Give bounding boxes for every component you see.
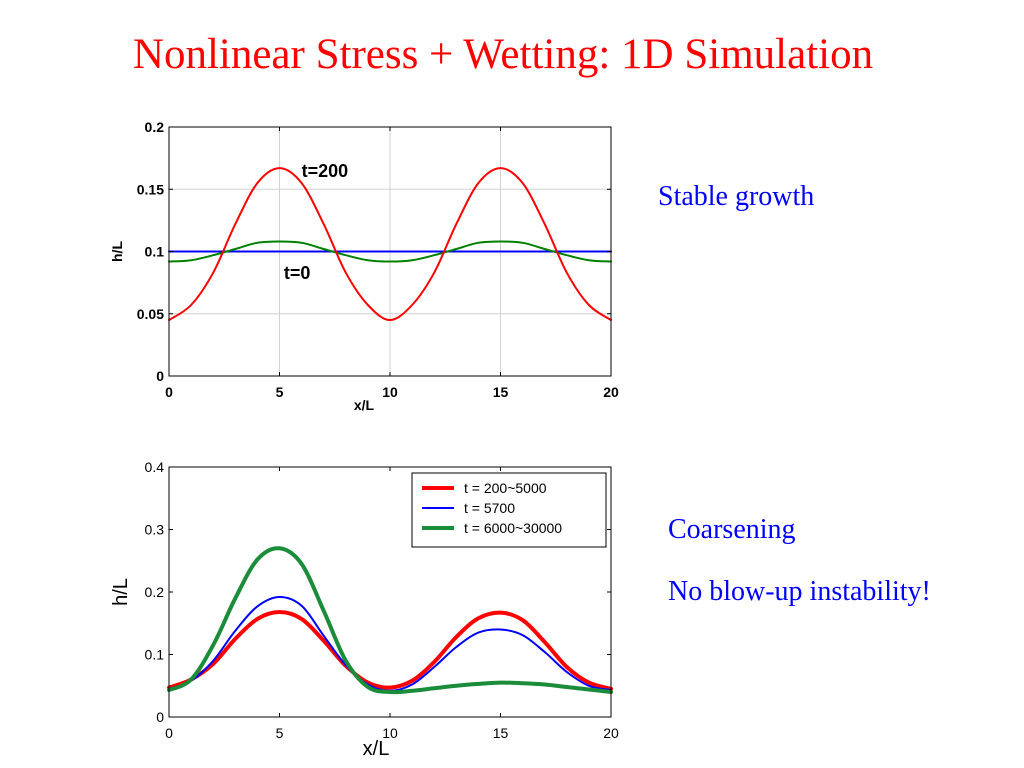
legend-label-3: t = 6000~30000 — [464, 520, 562, 536]
y-axis-label: h/L — [110, 578, 132, 606]
x-tick-label: 15 — [493, 725, 509, 741]
y-axis-label: h/L — [109, 241, 125, 262]
annotation-label: t=0 — [284, 263, 311, 283]
x-tick-label: 20 — [603, 725, 619, 741]
annotation-label: t=200 — [302, 161, 349, 181]
y-tick-label: 0.2 — [145, 119, 165, 135]
note-no-blowup: No blow-up instability! — [668, 576, 931, 607]
x-tick-label: 5 — [276, 384, 284, 400]
y-tick-label: 0.15 — [137, 181, 164, 197]
y-tick-label: 0.1 — [145, 244, 165, 260]
note-coarsening: Coarsening — [668, 514, 796, 545]
x-axis-label: x/L — [354, 397, 375, 413]
x-tick-label: 0 — [165, 725, 173, 741]
x-tick-label: 10 — [382, 384, 398, 400]
series-line-3 — [168, 167, 612, 321]
x-tick-label: 10 — [382, 725, 398, 741]
x-axis-label: x/L — [363, 738, 390, 760]
x-tick-label: 20 — [603, 384, 619, 400]
series-line-3 — [167, 546, 613, 695]
series-line-2 — [168, 240, 612, 263]
legend-label-2: t = 5700 — [464, 500, 515, 516]
x-tick-label: 15 — [493, 384, 509, 400]
y-tick-label: 0.05 — [137, 306, 164, 322]
y-tick-label: 0 — [156, 368, 164, 384]
y-tick-label: 0.4 — [145, 459, 165, 475]
note-stable-growth: Stable growth — [658, 181, 815, 212]
y-tick-label: 0 — [156, 709, 164, 725]
slide-title: Nonlinear Stress + Wetting: 1D Simulatio… — [132, 31, 874, 78]
legend-label-1: t = 200~5000 — [464, 480, 547, 496]
y-tick-label: 0.2 — [145, 584, 165, 600]
x-tick-label: 0 — [165, 384, 173, 400]
legend-box — [411, 472, 607, 548]
y-tick-label: 0.1 — [145, 647, 165, 663]
series-line-1 — [167, 610, 613, 691]
x-tick-label: 5 — [276, 725, 284, 741]
y-tick-label: 0.3 — [145, 522, 165, 538]
